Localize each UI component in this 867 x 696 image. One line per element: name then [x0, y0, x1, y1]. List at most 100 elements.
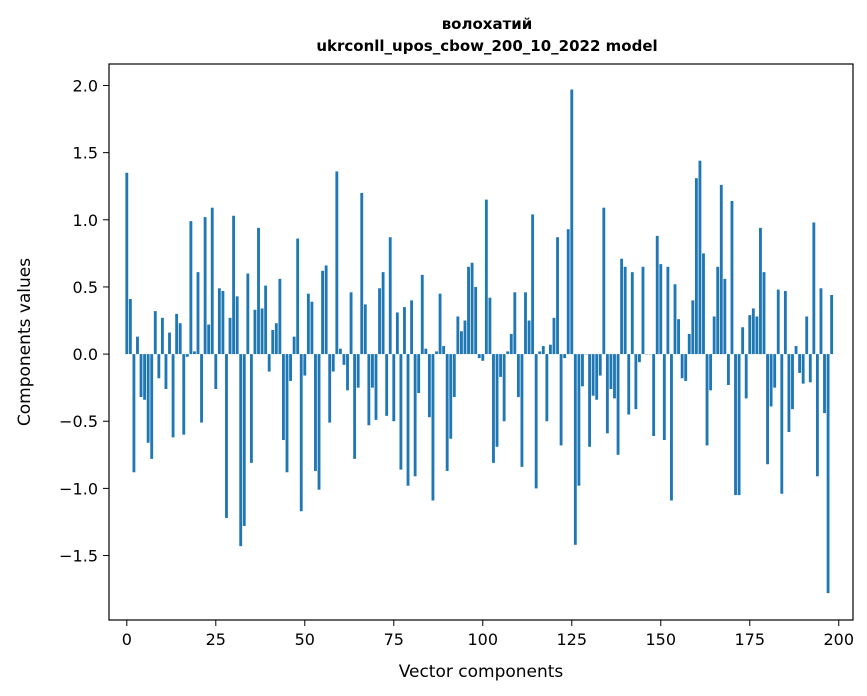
bar — [232, 215, 236, 355]
x-tick-label: 150 — [645, 630, 676, 649]
bar — [531, 214, 535, 355]
bar — [449, 354, 453, 439]
bar — [470, 262, 474, 355]
bar — [570, 89, 574, 355]
bar — [716, 266, 720, 355]
bar — [805, 316, 809, 355]
bar — [424, 348, 428, 355]
bar — [812, 222, 816, 355]
bar — [420, 274, 424, 355]
x-tick-label: 25 — [206, 630, 226, 649]
bar — [762, 272, 766, 355]
bars-group — [125, 89, 834, 594]
bar — [452, 354, 456, 398]
plot-frame — [108, 63, 854, 621]
bar — [687, 333, 691, 355]
bar — [702, 253, 705, 355]
bar — [164, 354, 168, 390]
bar — [520, 354, 524, 467]
bar — [371, 354, 374, 388]
bar — [662, 354, 666, 441]
bar — [271, 329, 275, 355]
bar — [819, 288, 823, 355]
bar — [456, 316, 460, 355]
bar — [641, 266, 645, 355]
bar — [189, 221, 193, 355]
bar — [780, 354, 784, 494]
bar — [801, 354, 805, 384]
bar — [527, 320, 531, 355]
bar — [178, 323, 182, 355]
x-tick-label: 75 — [384, 630, 404, 649]
bar — [242, 354, 246, 526]
bar — [427, 354, 431, 418]
x-tick-label: 0 — [122, 630, 132, 649]
bar — [559, 354, 563, 446]
bar — [598, 354, 602, 376]
bar — [253, 309, 257, 355]
y-tick-label: −1.0 — [59, 479, 98, 498]
bar — [609, 354, 613, 390]
bar — [534, 354, 538, 489]
bar — [374, 354, 378, 420]
bar — [726, 354, 730, 385]
y-tick-label: 0.0 — [73, 345, 98, 364]
bar — [378, 288, 381, 355]
y-axis-ticks: 2.0 1.5 1.0 0.5 0.0 −0.5 −1.0 −1.5 — [59, 76, 109, 566]
bar — [513, 292, 517, 355]
bar — [385, 354, 389, 416]
bar — [317, 354, 321, 490]
bar — [200, 354, 203, 423]
bar — [474, 286, 478, 355]
y-axis-label: Components values — [15, 258, 35, 426]
bar — [673, 284, 677, 355]
x-tick-label: 100 — [468, 630, 499, 649]
bar — [331, 354, 335, 372]
bar — [289, 354, 292, 381]
bar — [335, 171, 339, 355]
bar — [826, 354, 830, 594]
bar — [417, 354, 421, 394]
bar — [502, 354, 506, 422]
bar — [495, 354, 499, 447]
bar — [260, 308, 264, 355]
bar — [217, 288, 221, 355]
bar — [221, 290, 225, 355]
bar — [563, 354, 567, 359]
bar — [730, 200, 734, 355]
bar — [435, 351, 438, 355]
bar — [363, 304, 367, 355]
bar — [235, 296, 239, 355]
bar — [321, 270, 325, 355]
bar — [741, 327, 745, 355]
bar — [160, 317, 164, 355]
bar — [196, 272, 200, 355]
bar — [655, 235, 659, 355]
bar — [338, 348, 342, 355]
bar — [620, 258, 624, 355]
bar — [499, 354, 503, 377]
bar — [552, 317, 556, 355]
y-tick-label: 1.5 — [73, 144, 98, 163]
y-tick-label: −0.5 — [59, 412, 98, 431]
bar — [303, 354, 307, 376]
bar — [292, 336, 296, 355]
chart-subtitle: ukrconll_upos_cbow_200_10_2022 model — [316, 37, 657, 55]
bar — [356, 354, 360, 388]
bar — [150, 354, 154, 459]
bar — [556, 237, 559, 355]
bar — [541, 346, 545, 355]
bar — [413, 354, 417, 477]
bar — [203, 217, 207, 355]
bar — [666, 266, 670, 355]
bar — [146, 354, 150, 443]
bar — [207, 324, 211, 355]
bar — [246, 273, 250, 355]
bar — [691, 300, 695, 355]
bar — [342, 354, 346, 365]
x-tick-label: 50 — [295, 630, 315, 649]
bar — [214, 354, 218, 390]
bar — [652, 354, 656, 437]
bar — [306, 293, 310, 355]
bar — [143, 354, 147, 400]
